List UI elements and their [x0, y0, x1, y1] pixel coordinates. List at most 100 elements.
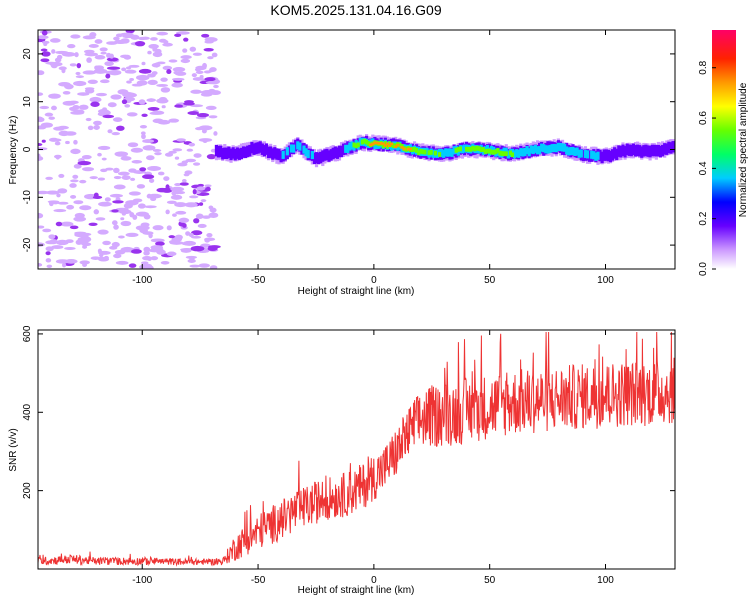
- noise-speck: [64, 246, 76, 250]
- noise-speck: [99, 79, 110, 84]
- noise-speck: [165, 209, 170, 215]
- y-tick-label: 400: [22, 403, 33, 420]
- noise-speck: [73, 80, 87, 87]
- noise-speck: [196, 186, 206, 191]
- signal-cell: [542, 144, 546, 153]
- noise-speck: [150, 245, 164, 250]
- noise-speck: [191, 230, 203, 236]
- noise-speck: [201, 128, 207, 134]
- noise-speck: [142, 174, 155, 179]
- noise-speck: [82, 70, 97, 75]
- noise-speck: [193, 218, 200, 224]
- signal-cell: [300, 143, 304, 155]
- noise-speck: [191, 73, 197, 78]
- signal-cell: [535, 146, 540, 155]
- signal-cell: [427, 150, 431, 156]
- noise-speck: [182, 223, 187, 228]
- noise-speck: [104, 197, 111, 202]
- noise-speck: [197, 223, 207, 228]
- signal-cell: [554, 144, 558, 153]
- signal-cell: [462, 144, 467, 153]
- signal-cell: [671, 141, 675, 153]
- signal-cell: [577, 149, 581, 158]
- noise-speck: [40, 58, 50, 63]
- noise-speck: [162, 65, 173, 71]
- noise-speck: [70, 194, 77, 199]
- noise-speck: [48, 234, 56, 240]
- noise-speck: [192, 52, 203, 56]
- noise-speck: [112, 200, 124, 204]
- signal-cell: [450, 148, 454, 157]
- signal-cell: [314, 152, 319, 164]
- noise-speck: [147, 50, 152, 55]
- noise-speck: [113, 36, 120, 41]
- signal-cell: [312, 152, 317, 165]
- signal-cell: [625, 143, 629, 156]
- spectrogram-ylabel: Frequency (Hz): [8, 116, 19, 185]
- noise-speck: [190, 245, 205, 252]
- noise-speck: [41, 40, 50, 44]
- signal-cell: [573, 147, 577, 156]
- signal-cell: [663, 143, 667, 155]
- noise-speck: [211, 52, 218, 58]
- signal-cell: [531, 145, 535, 155]
- noise-speck: [163, 176, 170, 181]
- noise-speck: [160, 77, 168, 82]
- signal-cell: [481, 147, 485, 152]
- noise-speck: [166, 69, 172, 75]
- noise-speck: [141, 113, 148, 118]
- noise-speck: [204, 40, 214, 44]
- noise-speck: [124, 69, 137, 74]
- noise-speck: [74, 52, 79, 58]
- signal-cell: [585, 150, 590, 159]
- signal-cell: [556, 142, 560, 151]
- signal-cell: [244, 146, 248, 159]
- noise-speck: [40, 122, 53, 128]
- signal-cell: [339, 145, 344, 158]
- noise-speck: [73, 139, 78, 145]
- signal-cell: [342, 143, 346, 155]
- signal-cell: [239, 147, 244, 160]
- noise-speck: [51, 49, 56, 54]
- noise-speck: [185, 158, 197, 163]
- signal-cell: [302, 145, 306, 154]
- signal-cell: [406, 147, 410, 151]
- signal-cell: [510, 152, 515, 158]
- noise-speck: [210, 148, 217, 153]
- noise-speck: [188, 232, 194, 238]
- noise-speck: [54, 141, 61, 146]
- signal-cell: [660, 144, 665, 157]
- noise-speck: [95, 92, 108, 97]
- signal-cell: [241, 146, 246, 158]
- signal-cell: [560, 143, 565, 152]
- signal-cell: [225, 147, 229, 160]
- signal-cell: [360, 139, 364, 145]
- signal-cell: [364, 139, 369, 145]
- noise-speck: [141, 133, 146, 140]
- signal-cell: [610, 149, 615, 161]
- noise-speck: [187, 111, 199, 115]
- signal-cell: [558, 142, 563, 152]
- signal-cell: [529, 145, 533, 154]
- noise-speck: [172, 67, 186, 72]
- noise-speck: [41, 51, 51, 57]
- signal-cell: [477, 146, 481, 151]
- noise-speck: [81, 242, 92, 247]
- y-tick-label: -10: [22, 190, 33, 205]
- colorbar-tick-label: 0.4: [698, 161, 709, 175]
- noise-speck: [45, 258, 52, 263]
- signal-cell: [596, 151, 600, 160]
- signal-cell: [358, 137, 362, 146]
- noise-speck: [140, 131, 146, 135]
- signal-cell: [385, 143, 390, 149]
- noise-speck: [88, 222, 98, 227]
- noise-speck: [97, 145, 111, 150]
- noise-speck: [195, 70, 204, 74]
- signal-cell: [350, 141, 354, 150]
- signal-cell: [289, 144, 294, 153]
- snr-series-line: [38, 331, 675, 567]
- signal-cell: [387, 144, 392, 148]
- signal-cell: [487, 148, 492, 154]
- noise-speck: [57, 201, 69, 205]
